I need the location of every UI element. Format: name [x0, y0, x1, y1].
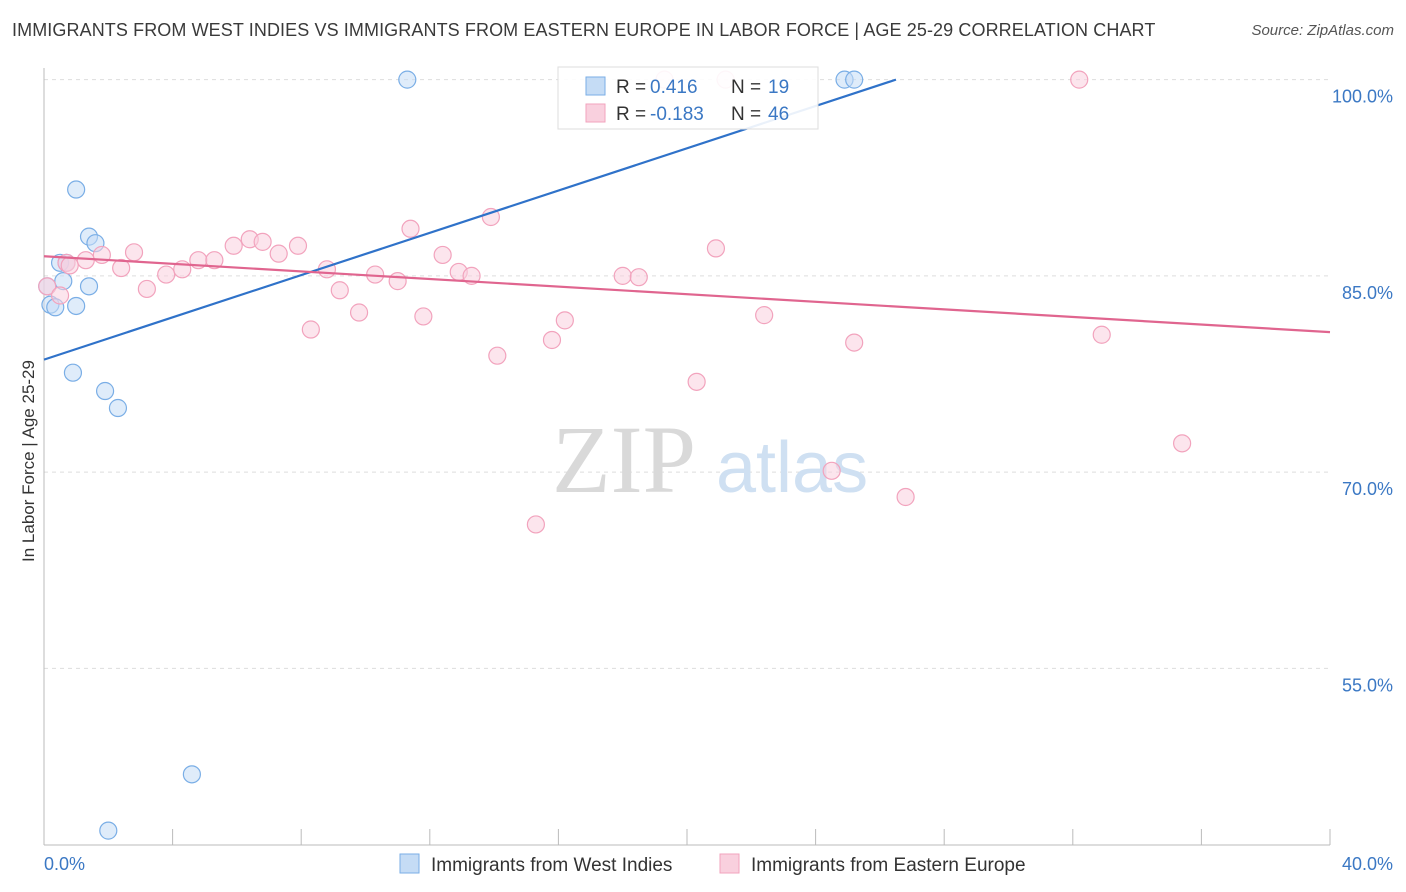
point-eastern-europe: [488, 346, 507, 365]
point-eastern-europe: [205, 251, 224, 270]
legend-r-value: 0.416: [650, 77, 698, 98]
point-west-indies: [63, 363, 83, 382]
point-eastern-europe: [269, 244, 288, 263]
source-credit: Source: ZipAtlas.com: [1251, 22, 1394, 39]
series-legend-swatch: [719, 853, 740, 874]
point-eastern-europe: [253, 232, 272, 251]
point-west-indies: [99, 821, 118, 840]
point-eastern-europe: [124, 243, 144, 262]
point-eastern-europe: [613, 266, 632, 285]
point-eastern-europe: [687, 372, 706, 391]
legend-swatch: [585, 76, 606, 96]
point-eastern-europe: [845, 333, 864, 352]
chart-title: IMMIGRANTS FROM WEST INDIES VS IMMIGRANT…: [12, 20, 1156, 40]
x-tick-label: 0.0%: [44, 854, 85, 874]
point-eastern-europe: [112, 258, 131, 278]
point-eastern-europe: [1092, 325, 1111, 344]
point-eastern-europe: [542, 330, 562, 350]
point-eastern-europe: [301, 320, 320, 339]
data-points: [38, 70, 1192, 840]
point-eastern-europe: [481, 207, 500, 227]
watermark-atlas: atlas: [716, 428, 868, 508]
point-eastern-europe: [555, 311, 574, 330]
legend-n-value: 19: [768, 77, 789, 98]
point-west-indies: [182, 765, 201, 784]
watermark-zip: ZIP: [552, 406, 696, 513]
point-west-indies: [79, 277, 99, 296]
point-eastern-europe: [349, 303, 369, 322]
series-legend-swatch: [399, 853, 420, 874]
point-eastern-europe: [755, 306, 774, 325]
series-legend-label: Immigrants from West Indies: [431, 855, 672, 876]
stats-legend: R = 0.416 N = 19 R = -0.183 N = 46: [557, 66, 819, 130]
watermark: ZIP atlas: [552, 406, 868, 513]
point-eastern-europe: [76, 251, 95, 270]
point-eastern-europe: [462, 266, 481, 285]
point-eastern-europe: [330, 281, 349, 300]
y-tick-label: 85.0%: [1342, 283, 1393, 303]
point-eastern-europe: [896, 487, 915, 507]
legend-swatch: [585, 103, 606, 123]
point-eastern-europe: [526, 515, 545, 534]
axes: [43, 68, 1331, 846]
point-eastern-europe: [822, 461, 841, 480]
legend-n-value: 46: [768, 104, 789, 125]
y-tick-labels: 100.0% 85.0% 70.0% 55.0%: [1332, 87, 1393, 696]
point-eastern-europe: [1173, 434, 1192, 453]
legend-r-label: R =: [616, 77, 646, 98]
y-tick-label: 70.0%: [1342, 479, 1393, 499]
point-eastern-europe: [388, 272, 407, 291]
point-eastern-europe: [1070, 70, 1089, 89]
legend-n-label: N =: [731, 77, 761, 98]
point-west-indies: [67, 296, 86, 316]
y-tick-label: 55.0%: [1342, 675, 1393, 695]
point-west-indies: [845, 70, 864, 89]
legend-r-label: R =: [616, 104, 646, 125]
point-eastern-europe: [706, 239, 726, 258]
series-legend-label: Immigrants from Eastern Europe: [751, 855, 1026, 876]
point-west-indies: [108, 398, 128, 418]
point-eastern-europe: [137, 279, 156, 299]
series-legend: Immigrants from West Indies Immigrants fr…: [399, 853, 1026, 876]
y-axis-title: In Labor Force | Age 25-29: [19, 360, 38, 562]
gridlines: [44, 79, 1330, 669]
y-tick-label: 100.0%: [1332, 87, 1393, 107]
trend-eastern-europe: [43, 255, 1331, 334]
point-eastern-europe: [401, 219, 420, 238]
point-eastern-europe: [629, 268, 648, 287]
legend-r-value: -0.183: [650, 104, 704, 125]
point-eastern-europe: [50, 286, 70, 305]
point-eastern-europe: [157, 265, 176, 284]
point-eastern-europe: [414, 307, 433, 326]
point-eastern-europe: [288, 236, 308, 255]
point-eastern-europe: [38, 277, 57, 296]
point-west-indies: [95, 381, 115, 401]
point-eastern-europe: [60, 256, 79, 275]
legend-n-label: N =: [731, 104, 761, 125]
x-tick-label: 40.0%: [1342, 854, 1393, 874]
x-tick-labels: 0.0% 40.0%: [44, 854, 1393, 874]
point-eastern-europe: [224, 236, 243, 255]
point-west-indies: [67, 180, 86, 199]
point-west-indies: [398, 70, 417, 89]
point-eastern-europe: [433, 245, 452, 265]
